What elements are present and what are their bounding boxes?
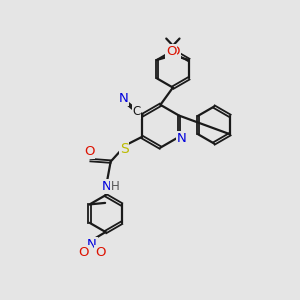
Text: O: O: [169, 45, 180, 58]
Text: C: C: [132, 105, 141, 118]
Text: O: O: [95, 246, 106, 259]
Text: N: N: [102, 180, 111, 193]
Text: N: N: [118, 92, 128, 105]
Text: N: N: [177, 132, 187, 145]
Text: O: O: [84, 145, 94, 158]
Text: H: H: [111, 180, 120, 193]
Text: O: O: [166, 45, 176, 58]
Text: O: O: [78, 246, 89, 259]
Text: S: S: [120, 142, 128, 156]
Text: N: N: [87, 238, 97, 251]
